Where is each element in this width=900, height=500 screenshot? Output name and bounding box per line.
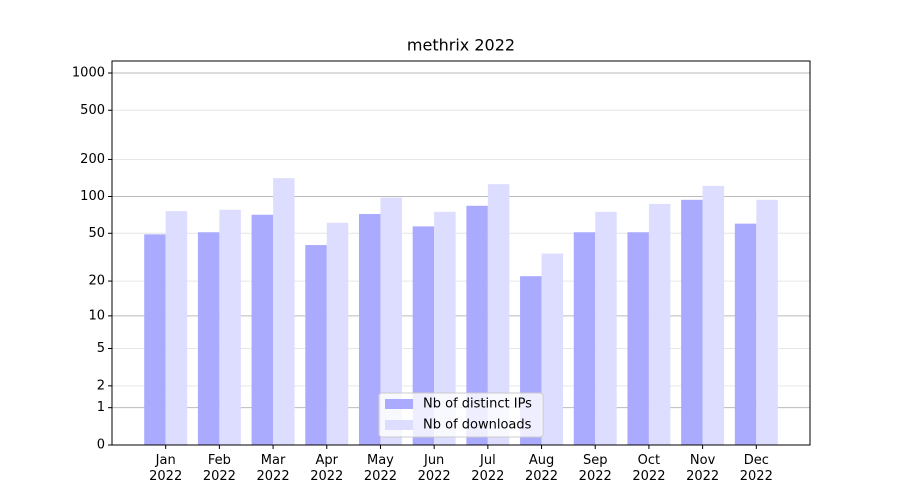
bar [487, 184, 510, 445]
y-tick-label: 500 [80, 103, 105, 118]
bar [380, 197, 402, 445]
bar [434, 211, 456, 445]
bar [197, 232, 220, 445]
x-tick-label: Jan 2022 [149, 453, 183, 484]
x-tick-label: Jul 2022 [471, 453, 505, 484]
y-tick-label: 1000 [72, 66, 105, 81]
bar [326, 222, 349, 445]
x-tick-label: Feb 2022 [202, 453, 236, 484]
y-tick-label: 0 [97, 438, 105, 453]
y-tick-label: 200 [80, 152, 105, 167]
bar [573, 232, 596, 445]
x-tick-label: Sep 2022 [578, 453, 612, 484]
bar [358, 213, 381, 445]
x-tick-label: Apr 2022 [310, 453, 344, 484]
bar [165, 211, 188, 445]
x-tick-label: Aug 2022 [524, 453, 559, 484]
y-tick-label: 100 [80, 189, 105, 204]
bar [702, 185, 725, 445]
y-tick-label: 1 [97, 400, 105, 415]
x-tick-label: Jun 2022 [417, 453, 451, 484]
legend: Nb of distinct IPs Nb of downloads [378, 392, 544, 438]
x-tick-label: Oct 2022 [632, 453, 666, 484]
legend-swatch [385, 420, 413, 430]
x-tick-label: Dec 2022 [739, 453, 773, 484]
x-tick-label: Mar 2022 [256, 453, 290, 484]
bar [595, 211, 617, 445]
bar [627, 232, 649, 445]
legend-swatch [385, 399, 413, 409]
bar [219, 209, 241, 445]
bar [756, 199, 778, 445]
y-tick-label: 10 [88, 308, 105, 323]
y-tick-label: 5 [97, 341, 105, 356]
x-tick-label: May 2022 [363, 453, 397, 484]
legend-label: Nb of distinct IPs [423, 397, 532, 412]
bar [273, 178, 295, 445]
legend-box [378, 392, 544, 438]
bar [251, 214, 274, 445]
bar [648, 203, 671, 445]
bar [144, 234, 166, 445]
bar [305, 245, 327, 445]
bar [541, 253, 564, 445]
legend-label: Nb of downloads [423, 418, 532, 433]
bar [681, 199, 703, 445]
x-tick-label: Nov 2022 [686, 453, 720, 484]
chart-title: methrix 2022 [407, 36, 515, 55]
y-tick-label: 50 [88, 226, 105, 241]
y-tick-label: 2 [97, 378, 105, 393]
y-tick-label: 20 [88, 274, 105, 289]
bar [412, 226, 435, 445]
bar [466, 205, 488, 445]
plot-frame [111, 60, 811, 446]
bar [734, 223, 757, 445]
